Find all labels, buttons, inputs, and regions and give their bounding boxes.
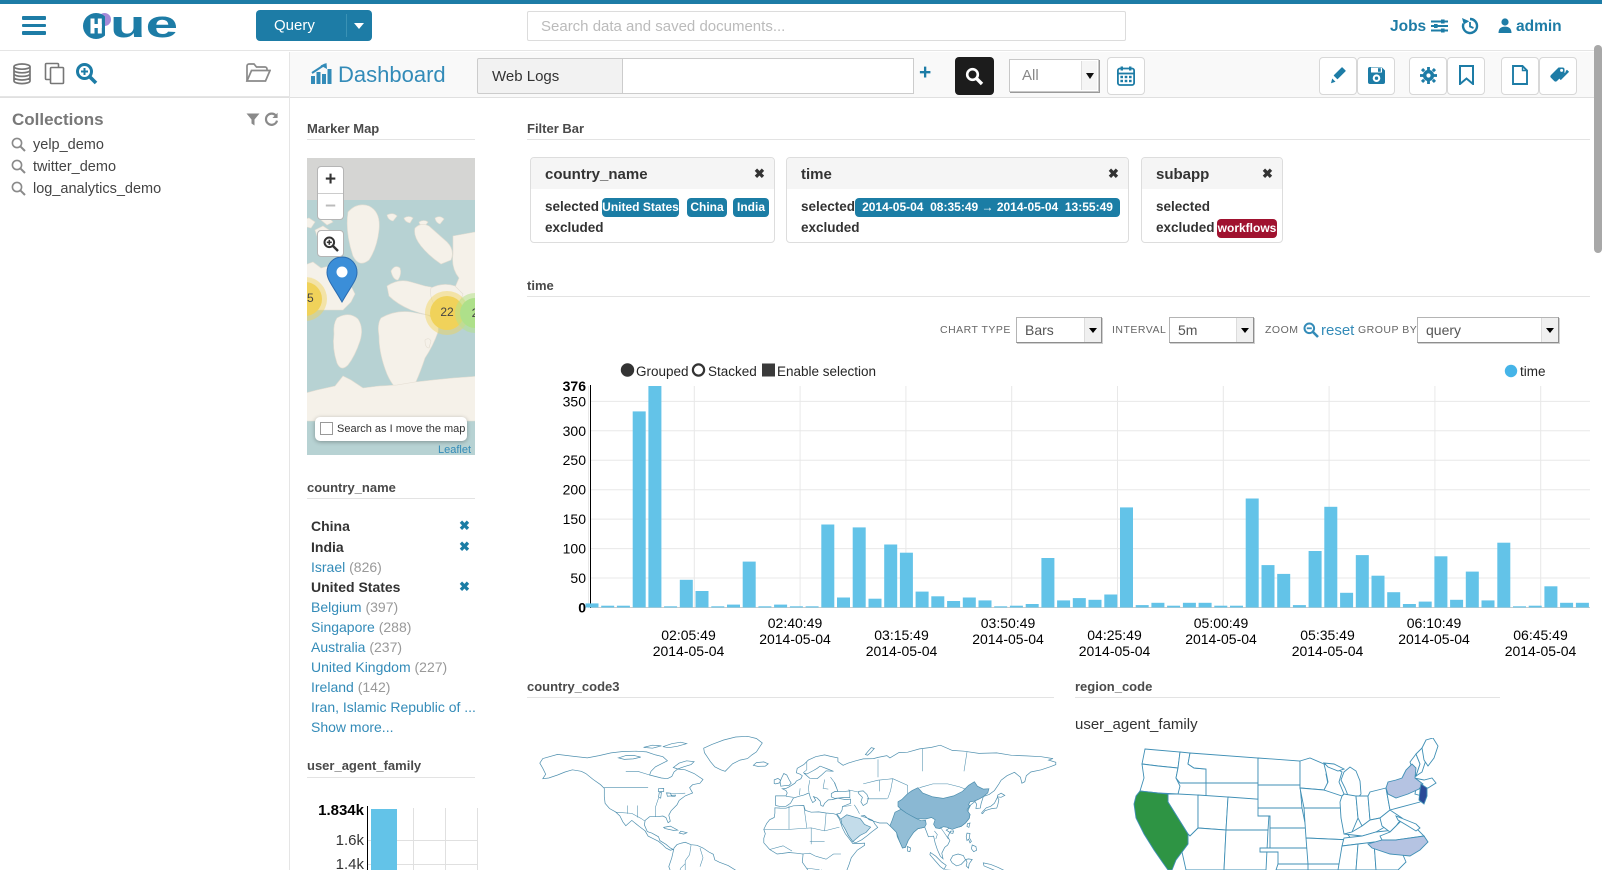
svg-text:02:05:49: 02:05:49 (661, 627, 716, 643)
svg-text:ue: ue (110, 12, 178, 40)
svg-text:02:40:49: 02:40:49 (768, 615, 823, 631)
svg-text:376: 376 (563, 378, 587, 394)
svg-text:200: 200 (563, 482, 587, 498)
svg-text:300: 300 (563, 423, 587, 439)
svg-text:50: 50 (570, 570, 586, 586)
svg-text:06:45:49: 06:45:49 (1513, 627, 1568, 643)
svg-text:04:25:49: 04:25:49 (1087, 627, 1142, 643)
svg-text:2014-05-04: 2014-05-04 (1292, 643, 1364, 659)
svg-text:0: 0 (578, 600, 586, 616)
svg-text:250: 250 (563, 452, 587, 468)
svg-text:03:15:49: 03:15:49 (874, 627, 929, 643)
svg-text:2014-05-04: 2014-05-04 (972, 631, 1044, 647)
svg-text:350: 350 (563, 393, 587, 409)
svg-text:03:50:49: 03:50:49 (981, 615, 1036, 631)
svg-text:100: 100 (563, 541, 587, 557)
svg-text:05:35:49: 05:35:49 (1300, 627, 1355, 643)
svg-text:2014-05-04: 2014-05-04 (759, 631, 831, 647)
svg-text:2014-05-04: 2014-05-04 (1079, 643, 1151, 659)
svg-text:2014-05-04: 2014-05-04 (1505, 643, 1577, 659)
svg-text:05:00:49: 05:00:49 (1194, 615, 1249, 631)
svg-text:2014-05-04: 2014-05-04 (866, 643, 938, 659)
svg-text:150: 150 (563, 511, 587, 527)
svg-text:2014-05-04: 2014-05-04 (1398, 631, 1470, 647)
svg-text:06:10:49: 06:10:49 (1407, 615, 1462, 631)
svg-text:2014-05-04: 2014-05-04 (1185, 631, 1257, 647)
svg-text:2014-05-04: 2014-05-04 (653, 643, 725, 659)
